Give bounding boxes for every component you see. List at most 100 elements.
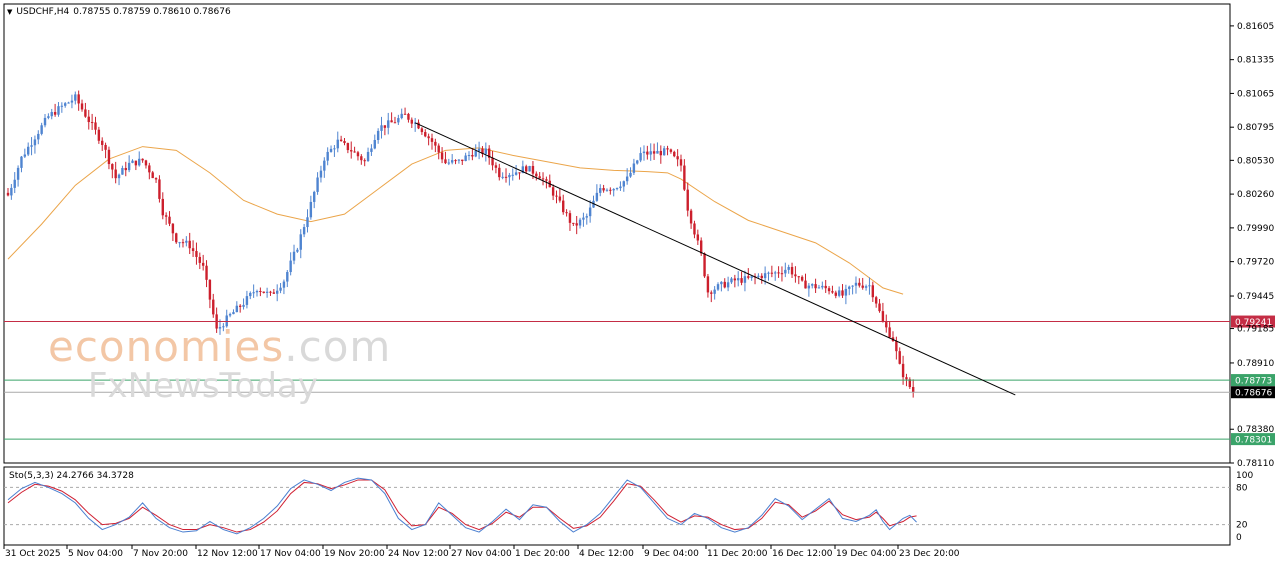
candle-body — [804, 280, 807, 289]
candle-body — [64, 103, 67, 106]
candle-body — [639, 153, 642, 161]
candle-body — [609, 189, 612, 191]
stochastic-label: Sto(5,3,3) 24.2766 34.3728 — [9, 471, 134, 481]
candle-body — [659, 150, 663, 156]
candle-body — [800, 276, 804, 281]
candle-body — [861, 285, 864, 288]
sto-tick-label: 100 — [1236, 471, 1253, 481]
candle-body — [498, 167, 501, 178]
candle-body — [790, 266, 794, 275]
candle-body — [666, 148, 669, 150]
candle-body — [111, 164, 114, 170]
candle-body — [716, 284, 720, 290]
candle-body — [874, 297, 878, 304]
candle-body — [380, 125, 383, 131]
y-tick-label: 0.78380 — [1237, 425, 1274, 435]
candle-body — [138, 158, 141, 166]
candle-body — [501, 176, 504, 178]
candle-body — [440, 152, 444, 160]
candle-body — [518, 172, 521, 174]
y-tick-label: 0.80795 — [1237, 123, 1274, 133]
candle-body — [767, 272, 770, 274]
candle-body — [343, 141, 346, 144]
candle-body — [363, 160, 366, 162]
candle-body — [370, 148, 373, 152]
candle-body — [302, 227, 306, 235]
candle-body — [242, 304, 245, 307]
candle-body — [733, 278, 737, 281]
y-tick-label: 0.81605 — [1237, 22, 1274, 32]
watermark-fxnewstoday: FxNewsToday — [88, 366, 318, 406]
candle-body — [528, 165, 531, 172]
candle-body — [43, 117, 47, 126]
y-tick-label: 0.81335 — [1237, 56, 1274, 66]
candle-body — [114, 169, 117, 179]
x-tick-label: 12 Nov 12:00 — [197, 549, 258, 559]
candle-body — [185, 240, 188, 243]
candle-body — [259, 291, 262, 293]
candle-body — [60, 105, 64, 107]
candle-body — [595, 192, 599, 201]
candle-body — [373, 139, 376, 149]
candle-body — [6, 192, 10, 196]
candle-body — [471, 155, 474, 157]
candle-body — [881, 311, 885, 322]
candle-body — [427, 136, 430, 139]
candle-body — [837, 290, 841, 296]
candle-body — [212, 299, 215, 315]
x-tick-label: 17 Nov 04:00 — [260, 549, 321, 559]
candle-body — [895, 340, 898, 352]
x-tick-label: 9 Dec 04:00 — [644, 549, 699, 559]
candle-body — [424, 132, 427, 137]
sto-tick-label: 80 — [1236, 483, 1248, 493]
candle-body — [376, 130, 380, 140]
candle-body — [898, 351, 901, 364]
y-tick-label: 0.78910 — [1237, 359, 1274, 369]
candle-body — [164, 215, 168, 217]
candle-body — [565, 212, 568, 214]
sto-tick-label: 20 — [1236, 521, 1248, 531]
candle-body — [319, 170, 323, 178]
candle-body — [491, 157, 494, 166]
x-tick-label: 5 Nov 04:00 — [68, 549, 123, 559]
candle-body — [154, 178, 158, 180]
candle-body — [20, 156, 23, 168]
candle-body — [851, 285, 854, 287]
candle-body — [151, 172, 154, 179]
candle-body — [508, 175, 511, 178]
candle-body — [306, 217, 309, 228]
candle-body — [181, 242, 185, 244]
candle-body — [289, 260, 292, 273]
candle-body — [817, 287, 821, 289]
candle-body — [329, 148, 333, 152]
x-tick-label: 24 Nov 12:00 — [388, 549, 449, 559]
candle-body — [703, 253, 706, 277]
candle-body — [558, 196, 562, 201]
candle-body — [521, 166, 525, 174]
candle-body — [101, 140, 104, 145]
candle-body — [323, 160, 326, 171]
candle-body — [636, 160, 639, 164]
x-tick-label: 11 Dec 20:00 — [707, 549, 768, 559]
level-badge-current — [1231, 386, 1275, 399]
candle-body — [575, 223, 578, 226]
candle-body — [477, 148, 481, 152]
candle-body — [551, 187, 555, 196]
candle-body — [444, 159, 447, 164]
candle-body — [390, 120, 393, 123]
candle-body — [282, 281, 286, 288]
candle-body — [578, 219, 582, 226]
candle-body — [316, 177, 319, 192]
sto-tick-label: 0 — [1236, 533, 1242, 543]
candle-body — [827, 288, 831, 292]
candle-body — [279, 287, 282, 291]
candle-body — [144, 160, 148, 166]
dropdown-triangle-icon[interactable]: ▼ — [7, 8, 13, 16]
candle-body — [615, 188, 619, 190]
candle-body — [656, 150, 659, 154]
candle-body — [393, 122, 397, 124]
candle-body — [40, 125, 43, 134]
candle-body — [740, 278, 743, 283]
ohlc-readout: 0.78755 0.78759 0.78610 0.78676 — [73, 7, 231, 17]
